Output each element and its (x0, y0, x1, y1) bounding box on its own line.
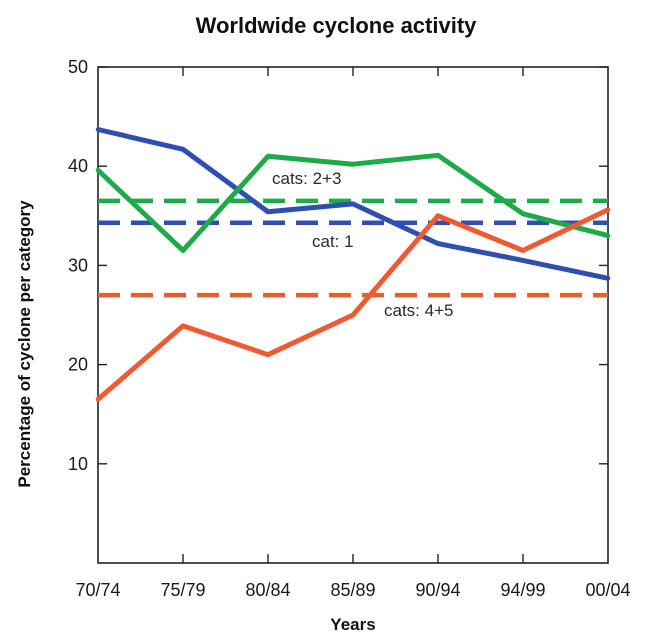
x-tick-label: 00/04 (585, 580, 630, 600)
y-tick-label: 10 (68, 454, 88, 474)
y-tick-label: 30 (68, 255, 88, 275)
y-axis-label: Percentage of cyclone per category (15, 200, 34, 488)
data-point (350, 161, 356, 167)
data-point (180, 147, 186, 152)
data-point (605, 233, 611, 238)
data-point (605, 275, 611, 281)
data-point (520, 248, 526, 253)
data-point (180, 323, 186, 329)
data-point (520, 211, 526, 217)
x-tick-label: 70/74 (75, 580, 120, 600)
series-annotation: cats: 4+5 (384, 301, 453, 320)
data-point (435, 152, 441, 158)
data-point (350, 201, 356, 207)
x-tick-label: 90/94 (415, 580, 460, 600)
y-tick-label: 50 (68, 57, 88, 77)
x-axis-label: Years (330, 615, 375, 634)
data-point (435, 213, 441, 219)
x-tick-label: 94/99 (500, 580, 545, 600)
data-point (95, 397, 101, 402)
data-point (520, 258, 526, 263)
series-annotation: cats: 2+3 (272, 169, 341, 188)
data-point (350, 312, 356, 318)
series-annotation: cat: 1 (312, 232, 354, 251)
x-tick-label: 80/84 (245, 580, 290, 600)
data-point (435, 241, 441, 246)
x-tick-label: 85/89 (330, 580, 375, 600)
data-point (265, 153, 271, 159)
chart-title: Worldwide cyclone activity (196, 13, 478, 38)
data-point (95, 167, 101, 173)
x-tick-label: 75/79 (160, 580, 205, 600)
data-point (265, 352, 271, 357)
y-tick-label: 40 (68, 156, 88, 176)
data-point (180, 248, 186, 253)
data-point (265, 209, 271, 215)
plot-area: 10 20 30 40 50 70/74 75/79 80/84 85/89 90/94 94/99… (68, 57, 631, 600)
data-point (95, 127, 101, 132)
data-point (605, 207, 611, 213)
y-tick-label: 20 (68, 355, 88, 375)
